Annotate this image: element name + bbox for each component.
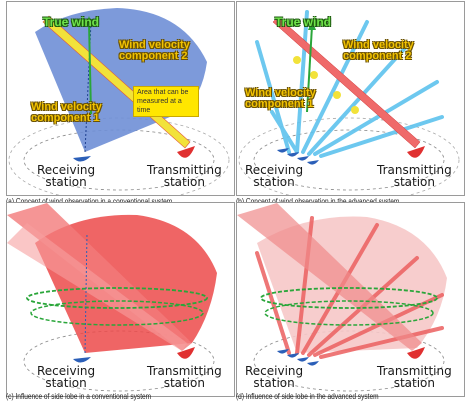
receiving-antenna (73, 156, 91, 162)
side-lobe-region (260, 287, 438, 309)
transmitting-station-label: Transmitting station (147, 364, 222, 390)
measured-area-callout: Area that can be measured at a time (133, 86, 199, 117)
true-wind-label: True wind (43, 15, 100, 29)
transmitter-side-lobe (7, 223, 187, 351)
panel-advanced-observation: True wind Wind velocity component 2 Wind … (236, 1, 465, 196)
receiving-station-label: Receiving station (37, 364, 96, 390)
transmitting-antenna (177, 146, 195, 158)
receiving-antenna (73, 357, 91, 363)
transmitting-antenna (407, 146, 425, 158)
caption-b: (b) Concept of wind observation in the a… (236, 197, 399, 206)
transmitting-antenna (407, 347, 425, 359)
transmitting-station-label: Transmitting station (377, 364, 452, 390)
receiver-beams (255, 10, 444, 158)
true-wind-arrow (306, 25, 313, 113)
transmitter-beam (272, 16, 421, 149)
receiving-station-label: Receiving station (37, 163, 96, 189)
component-2-label: Wind velocity component 2 (343, 39, 414, 62)
true-wind-arrow (88, 21, 92, 115)
component-2-label: Wind velocity component 2 (119, 39, 190, 62)
transmitting-station-label: Transmitting station (147, 163, 222, 189)
caption-a: (a) Concept of wind observation in a con… (6, 197, 172, 206)
panel-conventional-side-lobe: Receiving station Transmitting station (6, 202, 235, 397)
component-1-label: Wind velocity component 1 (31, 101, 102, 124)
diagram-advanced-observation (238, 10, 460, 195)
true-wind-label: True wind (275, 15, 332, 29)
caption-c: (c) Influence of side lobe in a conventi… (6, 392, 152, 401)
panel-advanced-side-lobe: Receiving station Transmitting station (236, 202, 465, 397)
receiving-station-label: Receiving station (245, 163, 304, 189)
side-lobe-region (26, 287, 208, 309)
diagram-advanced-side-lobe (237, 203, 447, 392)
receiving-station-label: Receiving station (245, 364, 304, 390)
receiving-antenna-array (277, 349, 319, 366)
diagram-conventional-side-lobe (7, 203, 217, 392)
transmitting-station-label: Transmitting station (377, 163, 452, 189)
transmitter-main-lobe (237, 203, 422, 351)
caption-d: (d) Influence of side lobe in the advanc… (236, 392, 379, 401)
receiving-antenna-array (277, 148, 319, 165)
component-1-label: Wind velocity component 1 (245, 87, 316, 110)
panel-conventional-observation: True wind Wind velocity component 2 Wind … (6, 1, 235, 196)
transmitting-antenna (177, 347, 195, 359)
